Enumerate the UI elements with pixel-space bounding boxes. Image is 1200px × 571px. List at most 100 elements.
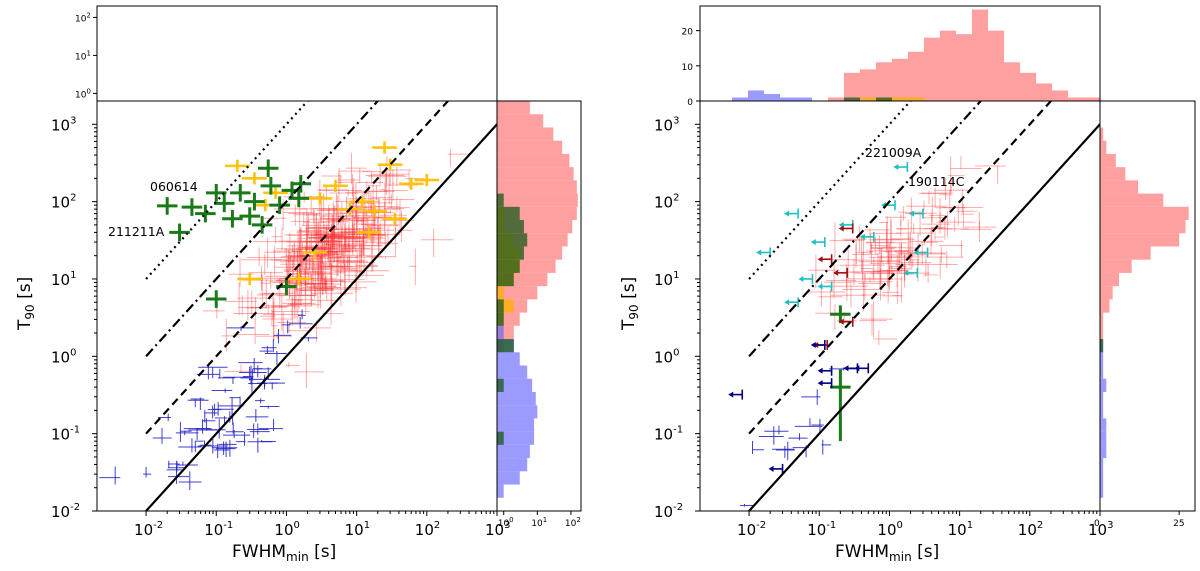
long-grb-point — [343, 238, 370, 258]
short-grb-point — [226, 326, 255, 331]
upper-limit-5 — [756, 247, 771, 258]
long-grb-point — [332, 235, 357, 264]
top-hist-bar-long — [445, 33, 462, 101]
long-grb-point — [287, 302, 316, 306]
short-grb-point — [222, 430, 251, 439]
upper-limit-18 — [810, 340, 826, 351]
reference-line-dashed — [145, 101, 450, 435]
right-hist-bar-short — [1100, 484, 1104, 498]
upper-limit-10 — [859, 231, 875, 242]
top-hist-bar-long — [1020, 72, 1036, 101]
long-grb-point — [283, 245, 301, 253]
long-grb-point — [323, 245, 350, 265]
short-grb-point — [246, 423, 269, 435]
long-grb-point — [305, 273, 337, 295]
top-hist-ytick-label: 10 — [682, 63, 694, 73]
top-hist-bar-long — [410, 16, 427, 101]
long-grb-point — [859, 301, 887, 338]
long-grb-point — [860, 251, 873, 288]
long-grb-point — [327, 218, 373, 248]
top-hist-bar-special — [908, 97, 924, 101]
top-hist-bar-long — [288, 35, 305, 101]
top-hist-bar-long — [323, 21, 340, 101]
long-grb-point — [277, 312, 307, 335]
long-grb-point — [260, 295, 296, 320]
right-hist-bar-long — [497, 153, 570, 168]
long-grb-point — [845, 272, 890, 281]
long-grb-point — [289, 269, 326, 285]
long-grb-point — [263, 247, 292, 271]
long-grb-point — [296, 221, 329, 246]
right-hist-bar-long — [497, 140, 563, 154]
long-grb-point — [224, 282, 257, 316]
long-grb-point — [323, 222, 366, 251]
reference-line-dashdot — [748, 101, 983, 358]
top-hist-bar-ee — [306, 93, 323, 101]
right-hist-bar-ee — [497, 220, 524, 234]
right-hist-bar-long — [1100, 127, 1104, 141]
long-grb-point — [349, 213, 370, 244]
long-grb-point — [884, 214, 907, 226]
long-grb-point — [950, 155, 982, 169]
long-grb-point — [919, 246, 946, 264]
long-grb-point — [325, 243, 346, 258]
long-grb-point — [301, 283, 335, 299]
long-grb-point — [303, 209, 331, 239]
long-grb-point — [334, 243, 356, 267]
annotation-190114c: 190114C — [908, 174, 965, 189]
top-hist-bar-short — [114, 93, 131, 101]
long-grb-point — [323, 258, 333, 293]
right-hist-bar-long — [1100, 286, 1113, 300]
top-hist-bar-long — [236, 75, 253, 101]
long-grb-point — [252, 226, 296, 244]
long-grb-point — [891, 275, 902, 303]
long-grb-point — [260, 309, 276, 326]
long-grb-point — [901, 242, 920, 275]
upper-limit-6 — [810, 237, 826, 248]
y-tick-label: 102 — [51, 193, 76, 212]
long-grb-point — [931, 226, 946, 247]
long-grb-point — [305, 219, 331, 241]
top-hist-bar-long — [1036, 83, 1052, 101]
short-grb-point — [225, 422, 244, 434]
long-grb-point — [304, 275, 342, 301]
upper-limit-3 — [784, 297, 799, 308]
top-hist-bar-short — [201, 75, 218, 101]
right-hist-bar-long — [1100, 325, 1104, 340]
top-hist-bar-long — [972, 9, 988, 102]
long-grb-point — [947, 156, 965, 194]
long-grb-point — [326, 234, 350, 255]
long-grb-point — [863, 228, 890, 237]
long-grb-point — [851, 240, 879, 264]
right-hist-bar-short — [497, 458, 528, 472]
short-grb-point — [168, 460, 180, 469]
long-grb-point — [315, 215, 359, 243]
long-grb-point — [312, 269, 337, 296]
short-grb-point — [175, 430, 199, 436]
long-grb-point — [284, 232, 329, 251]
long-grb-point — [270, 297, 289, 317]
long-grb-point — [936, 211, 969, 237]
short-grb-point — [218, 441, 237, 455]
right-hist-bar-ee — [497, 206, 520, 221]
right-hist-bar-short — [1100, 405, 1104, 419]
long-grb-point — [896, 220, 907, 238]
long-grb-point — [291, 232, 302, 258]
right-hist-bar-short — [497, 378, 533, 392]
reference-line-solid — [145, 123, 497, 511]
special-point-14 — [398, 177, 424, 190]
ee-point-5 — [213, 194, 235, 213]
long-grb-point — [323, 241, 341, 264]
long-grb-point — [301, 277, 341, 294]
upper-limit-12 — [817, 281, 833, 292]
long-grb-point — [285, 242, 308, 268]
x-tick-label: 103 — [485, 520, 510, 539]
ee-point-0 — [830, 305, 851, 324]
long-grb-point — [870, 237, 883, 254]
long-grb-point — [368, 189, 395, 196]
long-grb-point — [306, 196, 338, 222]
long-grb-point — [903, 264, 915, 288]
ee-point-18 — [288, 189, 310, 208]
long-grb-point — [370, 156, 409, 184]
annotation-221009a: 221009A — [865, 145, 922, 160]
